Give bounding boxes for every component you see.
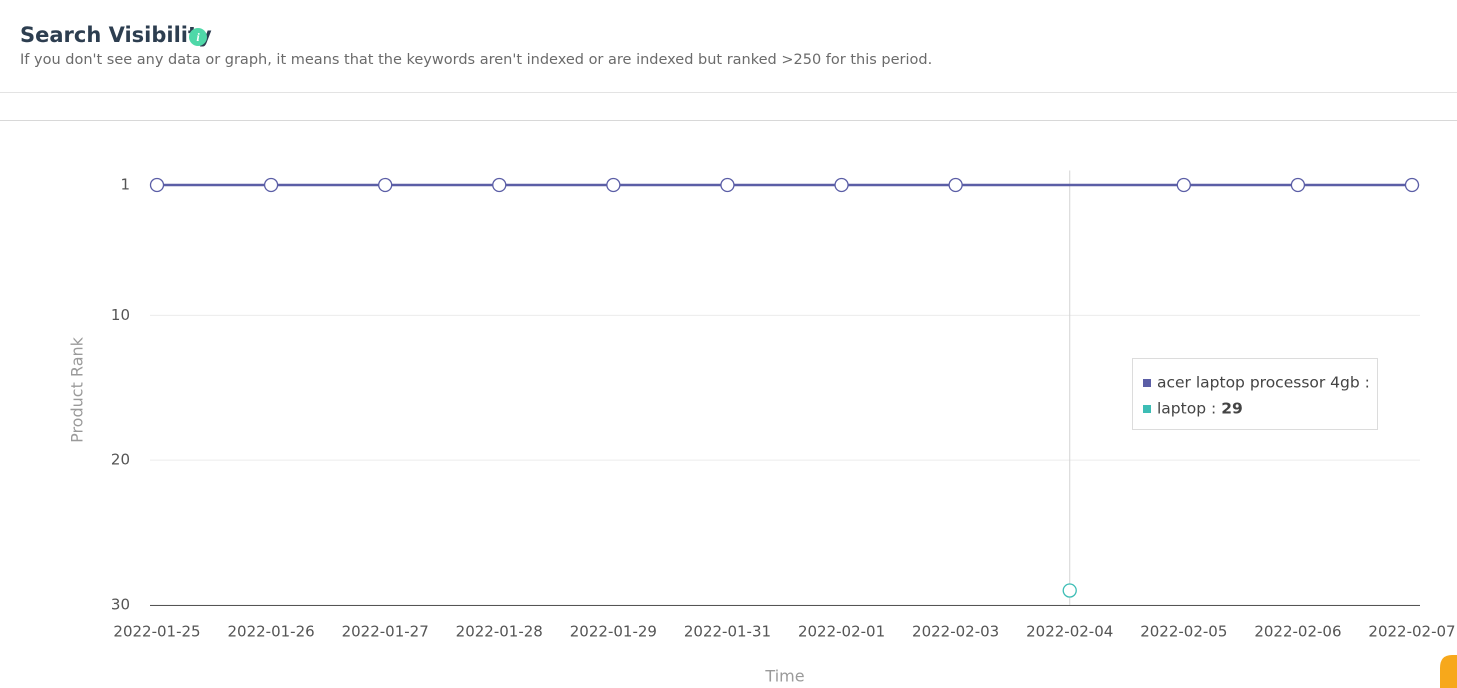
tooltip-value: 29	[1221, 400, 1243, 418]
legend-swatch	[1143, 405, 1151, 413]
point	[149, 177, 165, 193]
y-tick-label: 1	[120, 175, 130, 193]
point	[378, 177, 393, 193]
x-tick-label: 2022-01-29	[570, 623, 657, 641]
chat-widget[interactable]	[1440, 655, 1457, 688]
point	[720, 177, 735, 193]
x-tick-label: 2022-02-01	[798, 623, 885, 641]
x-tick-label: 2022-02-06	[1254, 623, 1341, 641]
section-title: Search Visibility	[20, 23, 212, 47]
x-axis-title: Time	[764, 667, 804, 686]
point	[492, 177, 507, 193]
section-subtitle: If you don't see any data or graph, it m…	[20, 52, 932, 68]
tooltip-label: laptop :	[1157, 400, 1216, 418]
legend-swatch	[1143, 379, 1151, 387]
tooltip-label: acer laptop processor 4gb :	[1157, 374, 1370, 392]
point	[1404, 177, 1420, 193]
x-tick-label: 2022-01-28	[456, 623, 543, 641]
tooltip-box	[1132, 358, 1378, 430]
point	[606, 177, 621, 193]
y-tick-label: 20	[111, 451, 130, 469]
y-tick-label: 30	[111, 596, 130, 614]
x-tick-label: 2022-01-31	[684, 623, 771, 641]
info-icon[interactable]	[189, 28, 207, 46]
x-tick-label: 2022-01-26	[227, 623, 314, 641]
x-tick-label: 2022-02-05	[1140, 623, 1227, 641]
info-icon-glyph: i	[196, 30, 200, 44]
point	[834, 177, 849, 193]
tooltip: acer laptop processor 4gb : laptop : 29	[1132, 358, 1378, 430]
x-tick-label: 2022-01-27	[342, 623, 429, 641]
x-tick-label: 2022-02-04	[1026, 623, 1113, 641]
y-tick-label: 10	[111, 306, 130, 324]
y-axis-title: Product Rank	[68, 336, 87, 443]
plot: 1 10 20 30 2022-01-25 2022-01-26 2022-01-27 202…	[111, 170, 1456, 641]
x-tick-label: 2022-01-25	[113, 623, 200, 641]
point	[1062, 583, 1077, 598]
x-tick-label: 2022-02-03	[912, 623, 999, 641]
point	[1290, 177, 1306, 193]
point	[263, 177, 279, 193]
point	[1176, 177, 1191, 193]
x-tick-label: 2022-02-07	[1368, 623, 1455, 641]
point	[948, 177, 963, 193]
